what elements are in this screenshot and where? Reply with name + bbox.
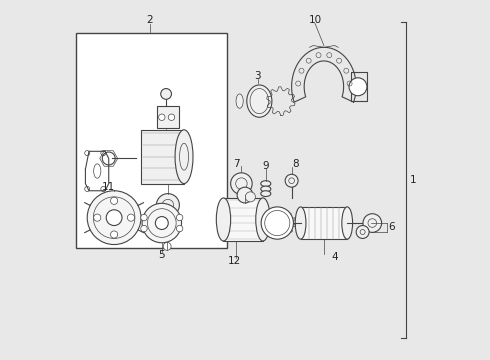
Circle shape: [285, 174, 298, 187]
Ellipse shape: [342, 207, 353, 239]
Text: 10: 10: [308, 15, 321, 26]
Circle shape: [127, 214, 135, 221]
Circle shape: [245, 192, 255, 202]
Circle shape: [349, 78, 367, 96]
Ellipse shape: [261, 186, 271, 192]
Circle shape: [156, 194, 179, 217]
Text: 6: 6: [388, 222, 394, 232]
Ellipse shape: [236, 94, 243, 108]
Text: 9: 9: [263, 161, 269, 171]
Ellipse shape: [175, 130, 193, 184]
Bar: [223, 198, 263, 241]
Circle shape: [141, 225, 147, 232]
Bar: [141, 130, 184, 184]
Ellipse shape: [295, 207, 306, 239]
Text: 12: 12: [228, 256, 241, 266]
Circle shape: [161, 89, 171, 99]
Circle shape: [141, 214, 147, 221]
Circle shape: [168, 114, 175, 121]
Circle shape: [142, 203, 181, 243]
Bar: [300, 207, 347, 239]
Circle shape: [106, 210, 122, 226]
Circle shape: [237, 187, 253, 203]
Circle shape: [176, 214, 183, 221]
Circle shape: [94, 214, 101, 221]
Circle shape: [111, 197, 118, 204]
Circle shape: [356, 226, 369, 238]
Text: 4: 4: [331, 252, 338, 262]
Text: 1: 1: [410, 175, 416, 185]
Text: 3: 3: [254, 71, 261, 81]
Circle shape: [363, 214, 382, 232]
Ellipse shape: [216, 198, 231, 241]
Ellipse shape: [261, 191, 271, 197]
Circle shape: [87, 191, 141, 244]
Text: 11: 11: [101, 182, 115, 192]
Ellipse shape: [247, 85, 272, 117]
Circle shape: [159, 114, 165, 121]
Circle shape: [231, 173, 252, 194]
Text: 2: 2: [147, 15, 153, 26]
Circle shape: [111, 231, 118, 238]
Circle shape: [155, 217, 168, 229]
Text: 5: 5: [158, 250, 165, 260]
Circle shape: [261, 207, 294, 239]
Circle shape: [176, 225, 183, 232]
Bar: [157, 107, 179, 128]
Ellipse shape: [261, 181, 271, 186]
Text: 7: 7: [233, 159, 239, 169]
Circle shape: [163, 242, 171, 250]
Text: 8: 8: [292, 159, 298, 169]
Ellipse shape: [256, 198, 270, 241]
Bar: [76, 33, 227, 248]
